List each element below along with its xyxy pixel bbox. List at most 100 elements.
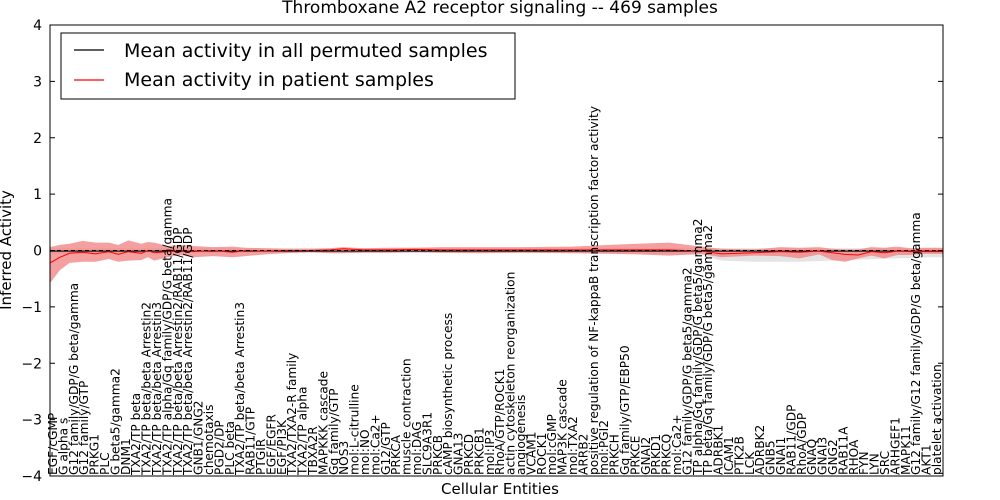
entity-label: NOS3	[337, 441, 351, 475]
entity-label: EGF/PI3K	[275, 419, 289, 475]
legend: Mean activity in all permuted samples Me…	[60, 32, 516, 100]
entity-label: AKT1	[920, 444, 934, 475]
entity-label: mol:Ca2+	[368, 414, 382, 475]
entity-label: TXA2/TP beta/beta Arrestin2/RAB11/GDP	[181, 227, 195, 476]
entity-label: GNAI3	[816, 437, 830, 475]
entity-label: TXA2/TP beta/beta Arrestin3	[150, 302, 164, 476]
y-tick-label: −4	[21, 469, 42, 485]
entity-label: GNAI1	[774, 437, 788, 475]
y-axis-label: Inferred Activity	[0, 190, 15, 310]
entity-label: RAB11/GDP	[784, 405, 798, 475]
y-tick-label: −1	[21, 300, 42, 316]
y-tick-label: 4	[33, 18, 42, 34]
entity-label: GNB5	[764, 440, 778, 475]
entity-label: TXA2/TP beta	[129, 393, 143, 476]
entity-label: G alpha s	[56, 418, 70, 475]
entity-label: PRKD1	[649, 434, 663, 475]
entity-label: PTK2B	[732, 436, 746, 475]
entity-label: ROCK1	[535, 433, 549, 475]
entity-label: LYN	[868, 453, 882, 475]
entity-label: ARHGEF1	[888, 417, 902, 475]
entity-label: RAB11A	[836, 426, 850, 475]
entity-label: ADRBK2	[753, 425, 767, 475]
entity-label: G beta5/gamma2	[108, 368, 122, 475]
entity-label: ICAM1	[722, 436, 736, 475]
legend-label-permuted: Mean activity in all permuted samples	[124, 40, 487, 62]
series-lines	[49, 248, 943, 264]
entity-label: mol:PGI2	[597, 420, 611, 475]
entity-label: MAPK11	[899, 425, 913, 475]
legend-label-patient: Mean activity in patient samples	[124, 69, 434, 91]
entity-label: RhoA/GTP/ROCK1	[493, 369, 507, 475]
entity-label: PLC	[98, 452, 112, 475]
entity-label: PRKCE	[628, 436, 642, 475]
entity-label: TP beta/Gq family/GDP/G beta5/gamma2	[701, 225, 715, 476]
entity-label: TXA2/TP beta/beta Arrestin3	[233, 302, 247, 476]
y-tick-label: −3	[21, 413, 42, 429]
chart-title: Thromboxane A2 receptor signaling -- 469…	[281, 0, 718, 18]
entity-label: VCAM1	[524, 432, 538, 475]
entity-label: GNAQ	[805, 439, 819, 475]
entity-label: FYN	[857, 451, 871, 475]
entity-label: TP alpha/Gq family/GDP/G beta5/gamma2	[691, 219, 705, 476]
entity-label: mol:DAG	[410, 421, 424, 475]
entity-label: PRKCB	[431, 435, 445, 475]
y-tick-label: 2	[33, 131, 42, 147]
y-tick-label: −2	[21, 356, 42, 372]
entity-label: G12 family/GDP/G beta/gamma	[67, 283, 81, 475]
entity-label: LCK	[743, 451, 757, 475]
entity-label: Gq family/GTP/EBP50	[618, 345, 632, 475]
entity-label: SLC9A3R1	[420, 412, 434, 475]
entity-label: PRKCD	[462, 434, 476, 475]
entity-label: actin cytoskeleton reorganization	[504, 272, 518, 475]
entity-label: mol:IP3	[483, 429, 497, 475]
entity-label: TXA2/TXA2-R family	[285, 353, 299, 476]
entity-label: MAP3K cascade	[556, 379, 570, 475]
entity-label: mol:Ca2+	[670, 414, 684, 475]
entity-label: G12 family/GDP/G beta5/gamma2	[680, 267, 694, 475]
entity-label: EGF/EGFR	[264, 414, 278, 475]
entity-label: PTGIR	[254, 438, 268, 475]
entity-label: muscle contraction	[400, 358, 414, 475]
entity-label: mol:NO	[358, 429, 372, 475]
entity-label: PRKG1	[88, 434, 102, 475]
entity-label: SRC	[878, 451, 892, 475]
entity-label: Gq family/GTP	[327, 388, 341, 475]
entity-label: MAPKKK cascade	[316, 371, 330, 475]
entity-label: RHOA	[847, 439, 861, 475]
entity-label: TXA2/TP beta/beta Arrestin2	[140, 302, 154, 476]
entity-label: G12/GTP	[379, 422, 393, 475]
entity-label: platelet activation	[930, 364, 944, 475]
entity-label: mol:TXA2	[566, 416, 580, 475]
entity-label: TXA2/TP alpha/Gq family/GDP/G beta/gamma	[160, 198, 174, 476]
entity-label: G12 family/G12 family/GDP/G beta/gamma	[909, 212, 923, 475]
x-axis-label: Cellular Entities	[441, 480, 559, 498]
entity-label: GNA13	[452, 433, 466, 475]
entity-label: PLC beta	[223, 421, 237, 475]
entity-label: positive regulation of NF-kappaB transcr…	[587, 106, 601, 475]
entity-label: TBXA2R	[306, 426, 320, 476]
entity-label: GNAI2	[639, 437, 653, 475]
legend-frame	[60, 32, 516, 100]
y-tick-label: 0	[33, 244, 42, 260]
entity-label: GNG2	[826, 439, 840, 475]
entity-label: PRKCQ	[660, 434, 674, 475]
entity-label: RhoA/GDP	[795, 413, 809, 475]
entity-label: chemotaxis	[202, 405, 216, 475]
entity-label: cAMP biosynthetic process	[441, 313, 455, 475]
entity-label: G12 family/GTP	[77, 381, 91, 475]
entity-label: mol:cGMP	[545, 414, 559, 475]
entity-label: ARRB2	[576, 434, 590, 475]
entity-label: DNM1	[119, 438, 133, 475]
entity-label: angiogenesis	[514, 395, 528, 475]
y-tick-label: 1	[33, 187, 42, 203]
entity-label: PRKCB1	[472, 427, 486, 475]
entity-label: GNB1/GNG2	[192, 400, 206, 475]
entity-label: PGD2/DP	[212, 420, 226, 475]
y-tick-label: 3	[33, 74, 42, 90]
entity-label: RAB11/GTP	[244, 407, 258, 475]
entity-label: TXA2/TP alpha	[296, 387, 310, 476]
entity-label: ADRBK1	[712, 425, 726, 475]
